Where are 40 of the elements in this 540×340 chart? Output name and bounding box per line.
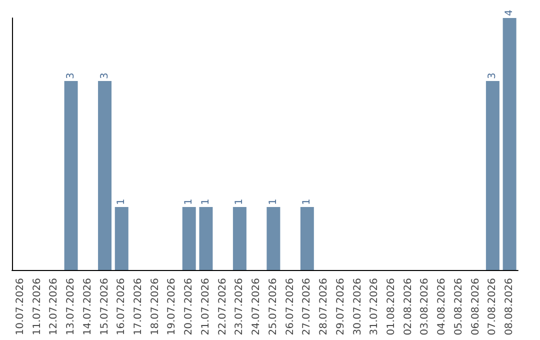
x-tick-label: 28.07.2026: [318, 278, 330, 336]
x-tick-label: 07.08.2026: [487, 278, 498, 336]
data-label: 1: [268, 198, 279, 205]
x-tick-label: 04.08.2026: [436, 278, 448, 336]
data-label: 1: [200, 198, 212, 205]
x-tick-label: 16.07.2026: [116, 278, 128, 336]
x-tick-label: 11.07.2026: [32, 278, 43, 336]
x-tick-label: 27.07.2026: [302, 278, 313, 336]
x-tick-label: 02.08.2026: [402, 278, 414, 336]
x-tick-label: 03.08.2026: [420, 278, 431, 336]
x-tick-label: 06.08.2026: [470, 278, 482, 336]
x-tick-label: 10.07.2026: [14, 278, 26, 336]
x-tick-label: 20.07.2026: [184, 278, 195, 336]
x-tick-label: 23.07.2026: [234, 278, 246, 336]
data-label: 3: [487, 72, 498, 79]
x-tick-label: 18.07.2026: [150, 278, 161, 336]
x-tick-label: 13.07.2026: [66, 278, 77, 336]
data-label: 1: [302, 198, 313, 205]
x-tick-label: 29.07.2026: [335, 278, 346, 336]
x-tick-label: 14.07.2026: [82, 278, 94, 336]
x-tick-label: 31.07.2026: [369, 278, 380, 336]
x-tick-label: 17.07.2026: [133, 278, 144, 336]
x-tick-label: 01.08.2026: [386, 278, 397, 336]
data-label: 1: [184, 198, 195, 205]
x-tick-label: 21.07.2026: [200, 278, 212, 336]
x-tick-label: 30.07.2026: [352, 278, 364, 336]
data-label: 4: [504, 10, 516, 16]
x-tick-label: 15.07.2026: [99, 278, 110, 336]
x-tick-label: 22.07.2026: [217, 278, 228, 336]
x-tick-label: 12.07.2026: [48, 278, 60, 336]
x-tick-label: 24.07.2026: [251, 278, 262, 336]
data-label: 1: [116, 198, 128, 205]
data-label: 1: [234, 198, 246, 205]
data-label: 3: [66, 72, 77, 79]
x-tick-label: 26.07.2026: [284, 278, 296, 336]
x-tick-label: 05.08.2026: [453, 278, 464, 336]
x-tick-label: 19.07.2026: [166, 278, 178, 336]
data-label: 3: [99, 72, 110, 79]
x-tick-label: 08.08.2026: [504, 278, 516, 336]
x-tick-label: 25.07.2026: [268, 278, 279, 336]
